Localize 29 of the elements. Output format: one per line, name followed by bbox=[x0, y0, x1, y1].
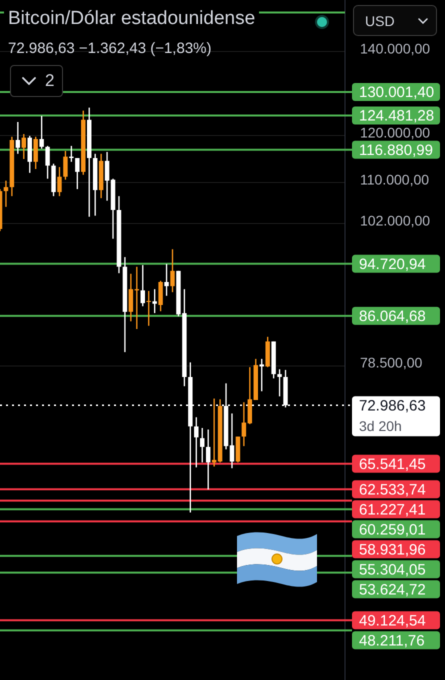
ref-line-label: 49.124,54 bbox=[359, 612, 426, 630]
ref-line-label: 116.880,99 bbox=[359, 142, 433, 159]
y-tick-label: 110.000,00 bbox=[360, 171, 430, 188]
ref-line-label: 94.720,94 bbox=[359, 256, 426, 273]
y-tick-label: 102.000,00 bbox=[360, 212, 430, 228]
candlestick bbox=[146, 290, 151, 326]
chart-title: Bitcoin/Dólar estadounidense bbox=[4, 6, 260, 32]
ref-line-label: 60.259,01 bbox=[359, 521, 426, 538]
ref-line-label: 124.481,28 bbox=[359, 108, 434, 125]
ref-line-label: 72.986,63 3d 20h bbox=[359, 397, 426, 434]
candlestick bbox=[194, 417, 199, 468]
ref-line-label: 48.211,76 bbox=[359, 632, 425, 650]
y-tick-label: 78.500,00 bbox=[360, 354, 422, 371]
ref-line-label: 62.533,74 bbox=[359, 481, 426, 498]
ref-line-label: 61.227,41 bbox=[359, 501, 426, 518]
ref-line-label: 86.064,68 bbox=[359, 308, 426, 325]
candlestick bbox=[69, 146, 74, 162]
currency-dropdown[interactable]: USD bbox=[353, 5, 437, 36]
expand-button[interactable]: 2 bbox=[10, 65, 63, 97]
text: 72.986,63 −1.362,43 (−1,83%) bbox=[8, 39, 212, 59]
candlestick bbox=[152, 289, 157, 314]
y-tick-label: 140.000,00 bbox=[360, 40, 430, 57]
ref-line-label: 130.001,40 bbox=[359, 84, 434, 102]
ref-line-label: 55.304,05 bbox=[359, 561, 426, 578]
y-tick-label: 120.000,00 bbox=[360, 124, 430, 140]
ref-line-label: 53.624,72 bbox=[359, 581, 426, 598]
ref-line-label: 65.541,45 bbox=[359, 456, 426, 473]
candlestick bbox=[259, 358, 264, 392]
ref-line-label: 58.931,96 bbox=[359, 541, 426, 558]
